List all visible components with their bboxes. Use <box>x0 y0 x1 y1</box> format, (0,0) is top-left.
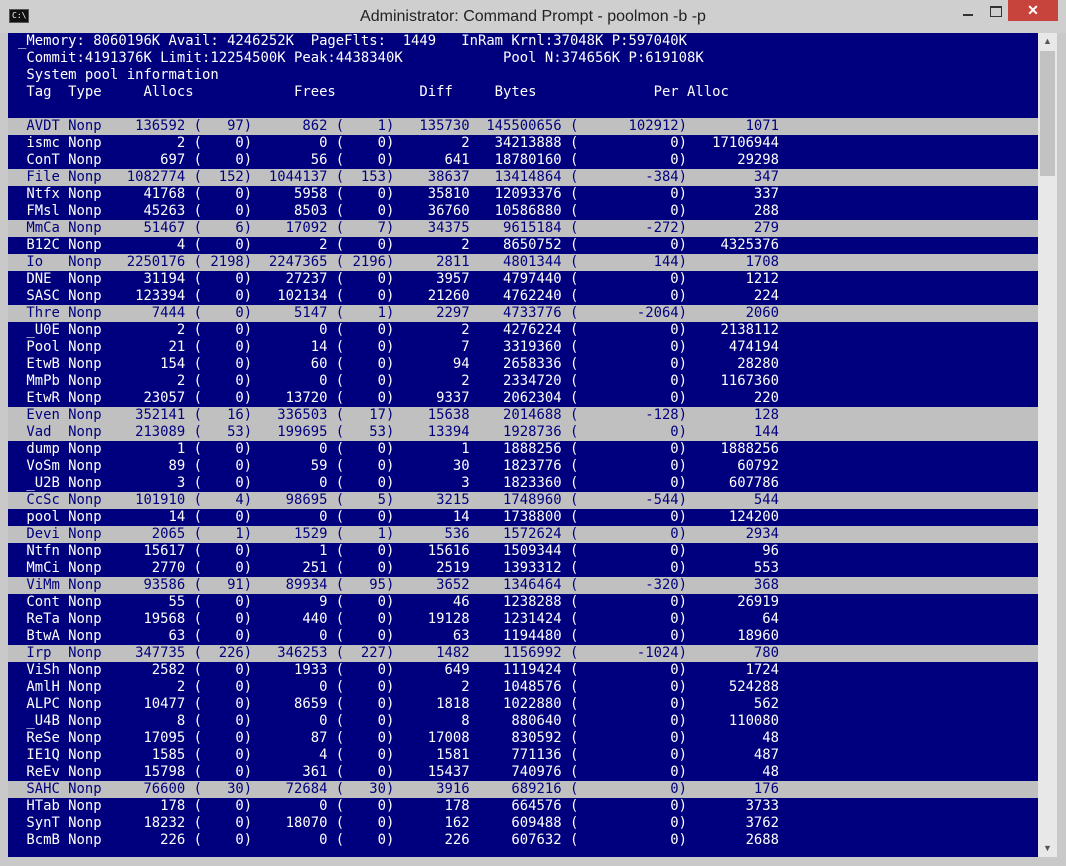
close-button[interactable]: ✕ <box>1008 0 1058 21</box>
scroll-up-arrow-icon[interactable]: ▲ <box>1043 36 1052 46</box>
table-row: ismc Nonp 2 ( 0) 0 ( 0) 2 34213888 ( 0) … <box>18 135 780 151</box>
maximize-button[interactable] <box>978 0 1014 21</box>
console-output[interactable]: _Memory: 8060196K Avail: 4246252K PageFl… <box>8 33 1038 857</box>
table-row: Pool Nonp 21 ( 0) 14 ( 0) 7 3319360 ( 0)… <box>18 339 780 355</box>
table-row: MmCa Nonp 51467 ( 6) 17092 ( 7) 34375 96… <box>8 220 1038 237</box>
table-row: Thre Nonp 7444 ( 0) 5147 ( 1) 2297 47337… <box>8 305 1038 322</box>
cmd-app-icon[interactable]: C:\ <box>9 9 29 23</box>
table-row: Io Nonp 2250176 ( 2198) 2247365 ( 2196) … <box>8 254 1038 271</box>
table-row: Irp Nonp 347735 ( 226) 346253 ( 227) 148… <box>8 645 1038 662</box>
pool-table: AVDT Nonp 136592 ( 97) 862 ( 1) 135730 1… <box>8 118 1038 849</box>
table-row: FMsl Nonp 45263 ( 0) 8503 ( 0) 36760 105… <box>18 203 780 219</box>
table-row: DNE Nonp 31194 ( 0) 27237 ( 0) 3957 4797… <box>18 271 780 287</box>
commit-summary-line: Commit:4191376K Limit:12254500K Peak:443… <box>18 50 704 66</box>
minimize-button[interactable] <box>950 0 986 21</box>
table-row: CcSc Nonp 101910 ( 4) 98695 ( 5) 3215 17… <box>8 492 1038 509</box>
table-row: AmlH Nonp 2 ( 0) 0 ( 0) 2 1048576 ( 0) 5… <box>18 679 780 695</box>
table-row: AVDT Nonp 136592 ( 97) 862 ( 1) 135730 1… <box>8 118 1038 135</box>
column-headers: Tag Type Allocs Frees Diff Bytes Per All… <box>18 84 729 100</box>
table-row: MmPb Nonp 2 ( 0) 0 ( 0) 2 2334720 ( 0) 1… <box>18 373 780 389</box>
scroll-down-arrow-icon[interactable]: ▼ <box>1043 843 1052 853</box>
table-row: SAHC Nonp 76600 ( 30) 72684 ( 30) 3916 6… <box>8 781 1038 798</box>
memory-summary-line: _Memory: 8060196K Avail: 4246252K PageFl… <box>18 33 688 49</box>
table-row: HTab Nonp 178 ( 0) 0 ( 0) 178 664576 ( 0… <box>18 798 780 814</box>
table-row: SynT Nonp 18232 ( 0) 18070 ( 0) 162 6094… <box>18 815 780 831</box>
table-row: Devi Nonp 2065 ( 1) 1529 ( 1) 536 157262… <box>8 526 1038 543</box>
table-row: ReTa Nonp 19568 ( 0) 440 ( 0) 19128 1231… <box>18 611 780 627</box>
table-row: dump Nonp 1 ( 0) 0 ( 0) 1 1888256 ( 0) 1… <box>18 441 780 457</box>
maximize-icon <box>990 6 1002 18</box>
table-row: BcmB Nonp 226 ( 0) 0 ( 0) 226 607632 ( 0… <box>18 832 780 848</box>
table-row: Even Nonp 352141 ( 16) 336503 ( 17) 1563… <box>8 407 1038 424</box>
blank-line <box>8 101 1038 118</box>
table-row: ViMm Nonp 93586 ( 91) 89934 ( 95) 3652 1… <box>8 577 1038 594</box>
table-row: ConT Nonp 697 ( 0) 56 ( 0) 641 18780160 … <box>18 152 780 168</box>
table-row: File Nonp 1082774 ( 152) 1044137 ( 153) … <box>8 169 1038 186</box>
table-row: Vad Nonp 213089 ( 53) 199695 ( 53) 13394… <box>8 424 1038 441</box>
table-row: Ntfx Nonp 41768 ( 0) 5958 ( 0) 35810 120… <box>18 186 780 202</box>
table-row: Ntfn Nonp 15617 ( 0) 1 ( 0) 15616 150934… <box>18 543 780 559</box>
minimize-icon <box>963 13 973 16</box>
table-row: EtwB Nonp 154 ( 0) 60 ( 0) 94 2658336 ( … <box>18 356 780 372</box>
table-row: pool Nonp 14 ( 0) 0 ( 0) 14 1738800 ( 0)… <box>18 509 780 525</box>
vertical-scrollbar[interactable]: ▲ ▼ <box>1038 33 1057 857</box>
table-row: ReEv Nonp 15798 ( 0) 361 ( 0) 15437 7409… <box>18 764 780 780</box>
scrollbar-thumb[interactable] <box>1040 51 1055 176</box>
table-row: _U4B Nonp 8 ( 0) 0 ( 0) 8 880640 ( 0) 11… <box>18 713 780 729</box>
window-title: Administrator: Command Prompt - poolmon … <box>360 8 706 25</box>
table-row: VoSm Nonp 89 ( 0) 59 ( 0) 30 1823776 ( 0… <box>18 458 780 474</box>
table-row: _U2B Nonp 3 ( 0) 0 ( 0) 3 1823360 ( 0) 6… <box>18 475 780 491</box>
close-icon: ✕ <box>1027 2 1039 18</box>
table-row: Cont Nonp 55 ( 0) 9 ( 0) 46 1238288 ( 0)… <box>18 594 780 610</box>
table-row: B12C Nonp 4 ( 0) 2 ( 0) 2 8650752 ( 0) 4… <box>18 237 780 253</box>
table-row: IE1Q Nonp 1585 ( 0) 4 ( 0) 1581 771136 (… <box>18 747 780 763</box>
table-row: ViSh Nonp 2582 ( 0) 1933 ( 0) 649 111942… <box>18 662 780 678</box>
table-row: ALPC Nonp 10477 ( 0) 8659 ( 0) 1818 1022… <box>18 696 780 712</box>
table-row: ReSe Nonp 17095 ( 0) 87 ( 0) 17008 83059… <box>18 730 780 746</box>
title-bar[interactable]: C:\ Administrator: Command Prompt - pool… <box>0 0 1066 33</box>
table-row: BtwA Nonp 63 ( 0) 0 ( 0) 63 1194480 ( 0)… <box>18 628 780 644</box>
pool-info-heading: System pool information <box>18 67 219 83</box>
table-row: MmCi Nonp 2770 ( 0) 251 ( 0) 2519 139331… <box>18 560 780 576</box>
table-row: _U0E Nonp 2 ( 0) 0 ( 0) 2 4276224 ( 0) 2… <box>18 322 780 338</box>
table-row: EtwR Nonp 23057 ( 0) 13720 ( 0) 9337 206… <box>18 390 780 406</box>
table-row: SASC Nonp 123394 ( 0) 102134 ( 0) 21260 … <box>18 288 780 304</box>
